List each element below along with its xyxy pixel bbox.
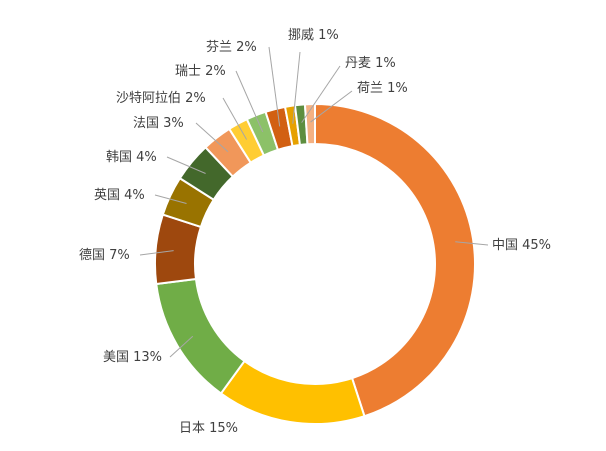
leader-line [301, 65, 341, 123]
leader-line [222, 97, 248, 140]
leader-line [166, 156, 206, 174]
data-label: 美国 13% [103, 350, 162, 365]
leader-lines [139, 46, 489, 358]
leader-line [195, 122, 229, 153]
data-label: 德国 7% [79, 248, 130, 263]
donut-slice [155, 277, 246, 395]
donut-slice [314, 102, 476, 418]
data-label: 芬兰 2% [206, 40, 257, 55]
leader-line [169, 335, 194, 358]
data-label: 英国 4% [94, 188, 145, 203]
leader-line [455, 241, 489, 246]
data-label: 丹麦 1% [345, 56, 396, 71]
data-label: 日本 15% [179, 421, 238, 436]
data-label: 法国 3% [133, 116, 184, 131]
leader-line [268, 46, 281, 127]
leader-line [292, 51, 301, 124]
data-label: 中国 45% [492, 238, 551, 253]
data-label: 瑞士 2% [175, 64, 226, 79]
donut-slices [154, 102, 476, 425]
data-label: 沙特阿拉伯 2% [116, 91, 206, 106]
leader-line [139, 250, 174, 256]
donut-slice [219, 359, 366, 425]
data-label: 挪威 1% [288, 28, 339, 43]
leader-line [235, 70, 264, 133]
data-label: 荷兰 1% [357, 81, 408, 96]
leader-line [310, 90, 353, 123]
data-label: 韩国 4% [106, 150, 157, 165]
leader-line [154, 194, 187, 205]
data-labels: 中国 45% 日本 15% 美国 13% 德国 7% 英国 4% 韩国 4% 法国 3% 沙特… [79, 28, 551, 436]
